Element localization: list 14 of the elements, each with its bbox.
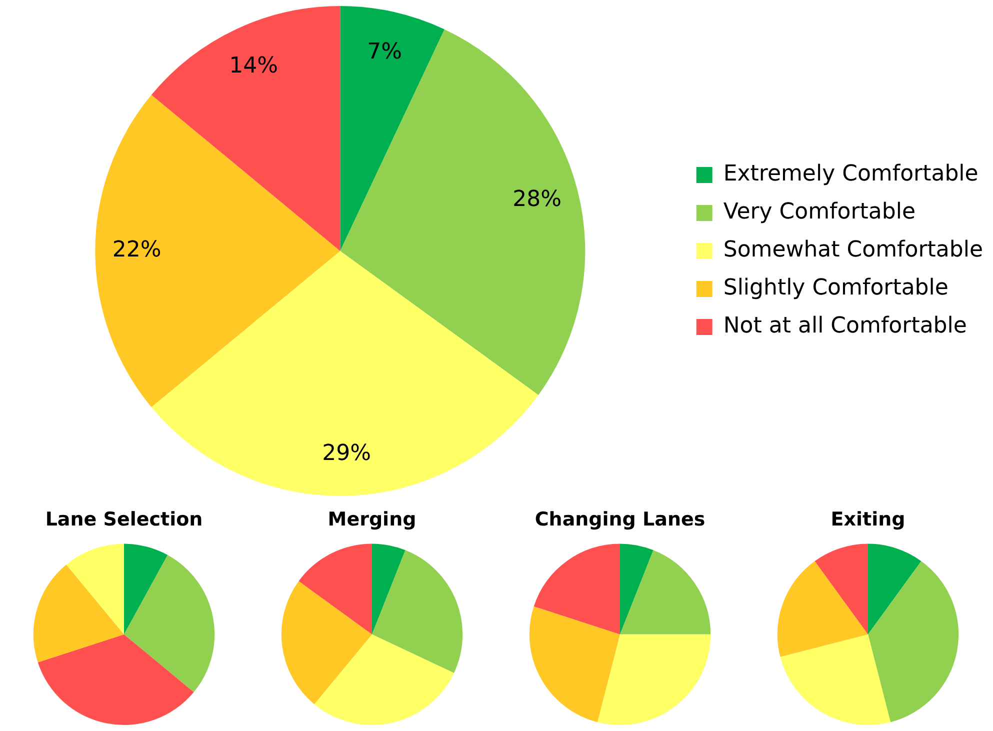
chart-title: Merging [328,508,416,530]
data-label: 28% [512,187,562,212]
legend-label: Extremely Comfortable [723,162,978,187]
data-label: 29% [322,440,372,466]
legend-label: Somewhat Comfortable [723,238,984,263]
chart-title: Lane Selection [45,508,203,530]
data-label: 22% [112,238,162,263]
legend-label: Slightly Comfortable [723,276,948,301]
data-label: 7% [367,39,402,64]
data-label: 14% [229,54,278,79]
legend-label: Not at all Comfortable [723,314,967,339]
chart-title: Exiting [830,508,906,530]
legend-label: Very Comfortable [723,200,916,225]
chart-title: Changing Lanes [534,508,706,530]
